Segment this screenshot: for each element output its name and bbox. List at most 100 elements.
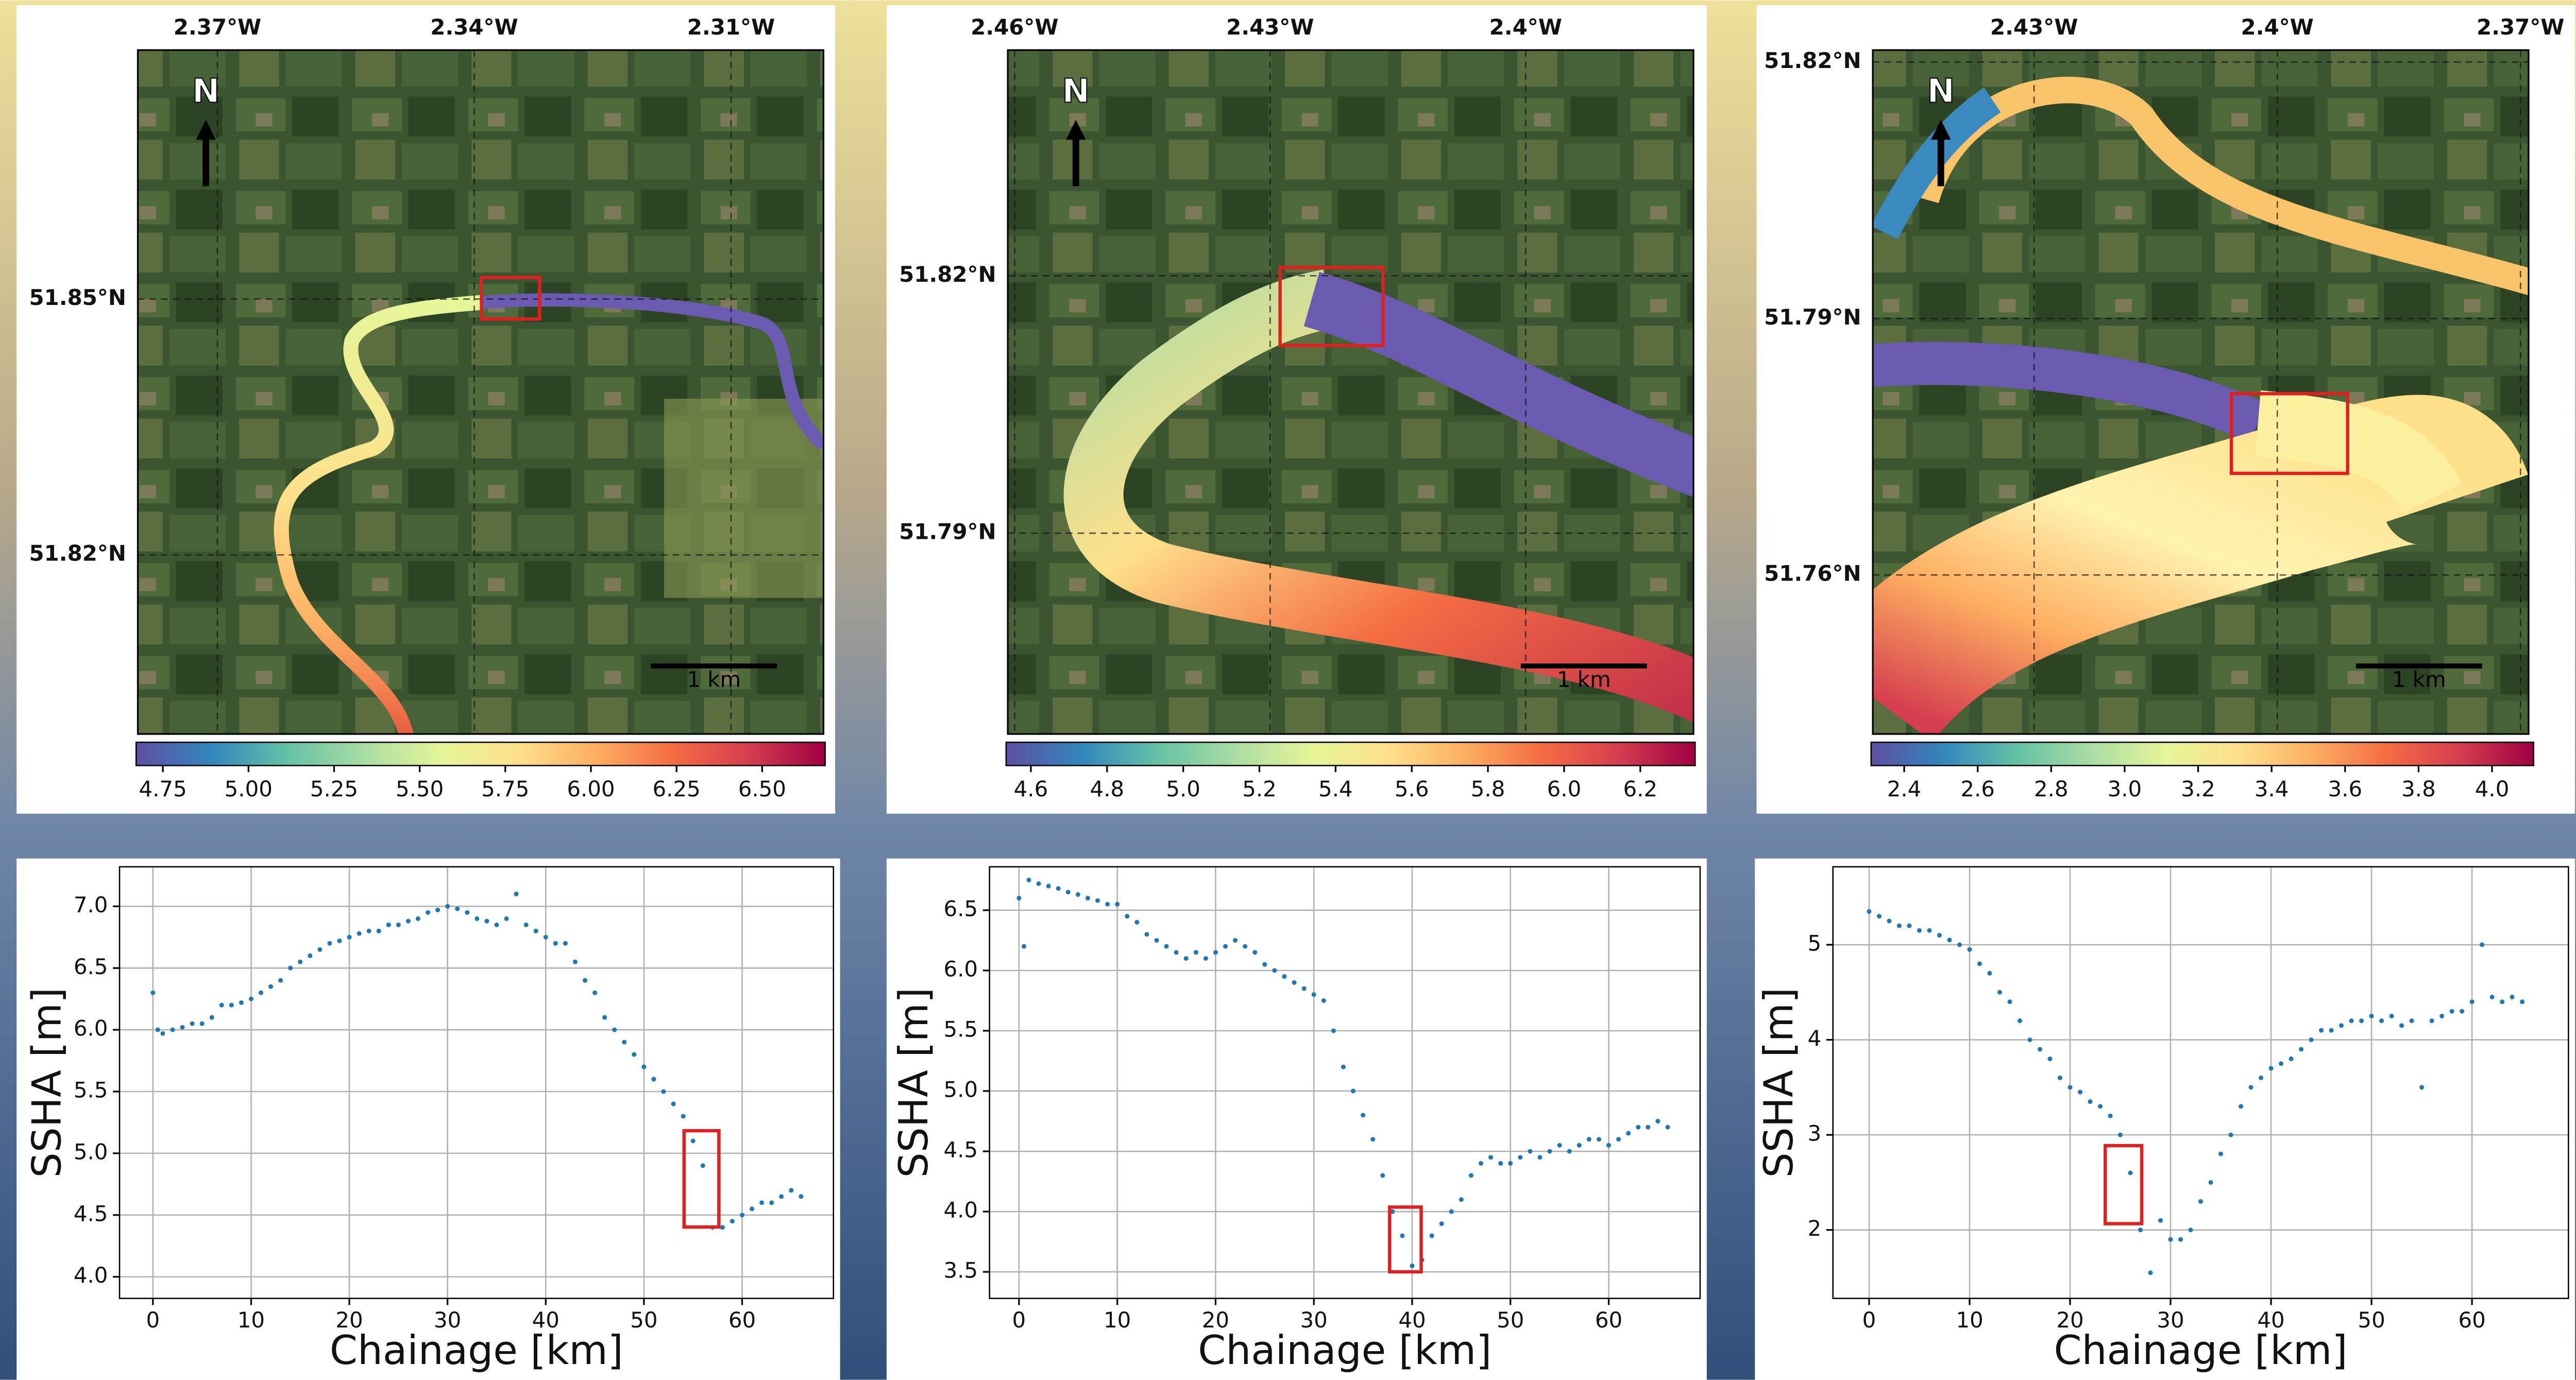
point	[1967, 947, 1972, 952]
colorbar-tick-label: 5.8	[1471, 776, 1505, 802]
colorbar-tick-label: 5.0	[1166, 776, 1200, 802]
colorbar-tick-label: 4.75	[139, 776, 187, 802]
point	[1213, 950, 1218, 955]
y-tick-label: 5.0	[74, 1139, 108, 1164]
point	[2047, 1057, 2052, 1061]
colorbar	[1006, 742, 1695, 765]
point	[1204, 956, 1208, 961]
north-label: N	[1062, 72, 1090, 111]
point	[170, 1028, 175, 1032]
point	[750, 1206, 754, 1211]
point	[2470, 999, 2475, 1004]
point	[229, 1003, 234, 1008]
point	[1577, 1143, 1582, 1148]
point	[661, 1089, 666, 1094]
point	[553, 941, 558, 946]
point	[1312, 992, 1316, 997]
y-tick-label: 6.0	[943, 956, 978, 981]
point	[435, 908, 440, 912]
point	[1262, 962, 1267, 967]
colorbar-tick-label: 3.8	[2401, 776, 2436, 802]
colorbar-tick-label: 3.0	[2108, 776, 2142, 802]
colorbar-tick-label: 2.4	[1887, 776, 1922, 802]
point	[2108, 1114, 2112, 1118]
point	[1537, 1155, 1542, 1160]
point	[2038, 1047, 2042, 1052]
point	[494, 923, 499, 927]
point	[1655, 1119, 1660, 1123]
point	[1370, 1137, 1375, 1142]
scale-label: 1 km	[687, 667, 741, 692]
point	[2279, 1061, 2283, 1066]
point	[1134, 920, 1139, 925]
map-image	[138, 50, 823, 739]
point	[759, 1200, 764, 1205]
point	[1351, 1089, 1355, 1094]
point	[1233, 938, 1238, 943]
point	[1947, 938, 1952, 942]
x-tick-label: 0	[1012, 1307, 1026, 1333]
point	[1626, 1131, 1631, 1135]
y-axis-label: SSHA [m]	[24, 987, 71, 1178]
point	[1498, 1161, 1503, 1166]
point	[769, 1200, 774, 1205]
point	[1518, 1155, 1522, 1160]
point	[249, 997, 253, 1001]
colorbar-tick-label: 5.6	[1395, 776, 1429, 802]
point	[2158, 1218, 2163, 1223]
point	[2128, 1170, 2132, 1175]
point	[2189, 1228, 2193, 1232]
point	[2480, 943, 2484, 947]
colorbar-tick-label: 5.75	[481, 776, 529, 802]
point	[1917, 928, 1922, 933]
point	[524, 923, 529, 927]
point	[1548, 1149, 1552, 1154]
point	[2419, 1085, 2424, 1089]
colorbar-tick-label: 5.00	[225, 776, 273, 802]
point	[534, 929, 538, 933]
point	[386, 923, 391, 927]
point	[1076, 892, 1080, 897]
colorbar-tick-label: 6.00	[567, 776, 615, 802]
point	[1321, 998, 1326, 1003]
point	[2078, 1090, 2082, 1095]
point	[2249, 1085, 2253, 1089]
point	[563, 941, 568, 946]
point	[1223, 944, 1228, 949]
point	[701, 1163, 705, 1168]
point	[2118, 1133, 2123, 1137]
point	[612, 1028, 617, 1032]
y-axis-label: SSHA [m]	[891, 987, 937, 1178]
x-tick-label: 2.4°W	[2241, 14, 2314, 40]
x-tick-label: 2.46°W	[971, 14, 1058, 40]
scale-label: 1 km	[1557, 667, 1611, 692]
point	[2148, 1270, 2153, 1275]
point	[160, 1031, 165, 1036]
point	[337, 939, 342, 943]
point	[1528, 1149, 1532, 1154]
point	[1380, 1173, 1385, 1178]
point	[504, 916, 509, 921]
panel	[1755, 859, 2575, 1380]
point	[1977, 961, 1982, 966]
point	[2138, 1228, 2143, 1232]
x-tick-label: 60	[728, 1307, 756, 1333]
point	[1616, 1137, 1621, 1142]
point	[426, 910, 430, 915]
point	[1957, 943, 1962, 947]
scale-label: 1 km	[2392, 667, 2446, 692]
point	[1164, 944, 1169, 949]
panel	[16, 859, 840, 1380]
x-tick-label: 2.37°W	[2477, 14, 2564, 40]
point	[632, 1052, 636, 1057]
north-label: N	[1927, 72, 1955, 111]
point	[1410, 1264, 1414, 1268]
point	[1479, 1161, 1483, 1166]
point	[1086, 896, 1090, 900]
point	[2439, 1014, 2444, 1018]
point	[200, 1021, 205, 1026]
point	[1022, 944, 1026, 949]
point	[1194, 950, 1198, 955]
y-tick-label: 5	[1808, 931, 1822, 956]
point	[1665, 1125, 1670, 1130]
